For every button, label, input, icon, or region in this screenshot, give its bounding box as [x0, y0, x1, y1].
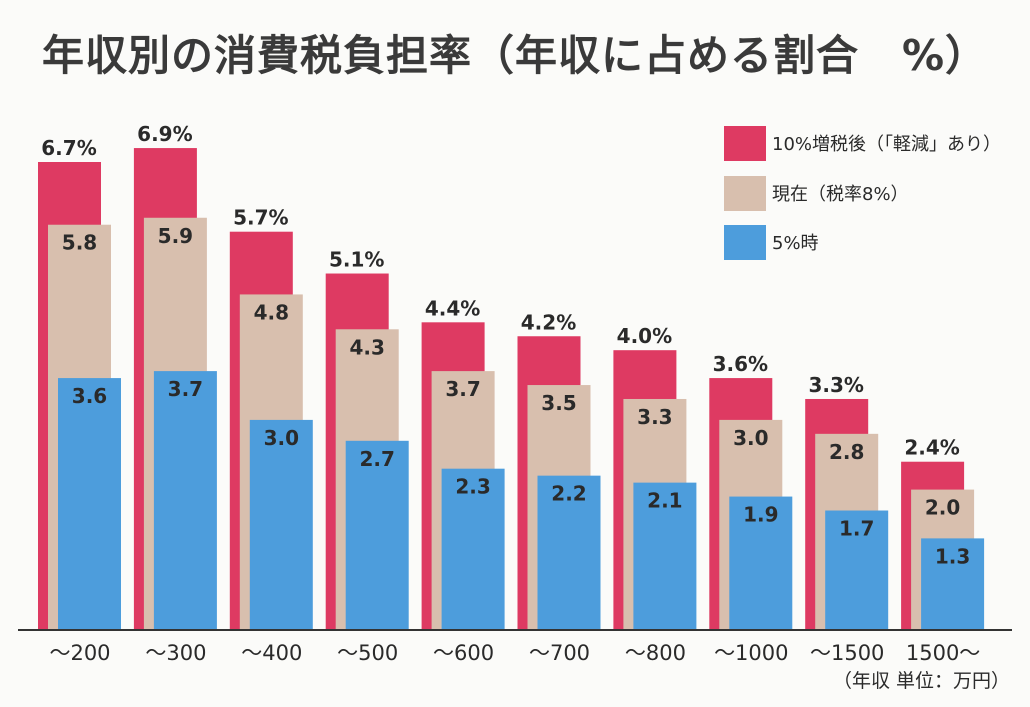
value-label-s0-6: 4.0% [617, 324, 672, 348]
bar-s2-9 [921, 538, 985, 629]
value-label-s1-8: 2.8 [829, 440, 864, 464]
bar-s2-0 [58, 378, 121, 629]
x-tick-label-6: 〜800 [625, 641, 686, 665]
value-label-s1-6: 3.3 [637, 405, 672, 429]
value-label-s0-5: 4.2% [521, 310, 576, 334]
value-label-s2-0: 3.6 [72, 384, 107, 408]
value-label-s0-2: 5.7% [233, 206, 288, 230]
value-label-s0-1: 6.9% [137, 122, 192, 146]
value-label-s0-0: 6.7% [41, 136, 96, 160]
value-label-s2-1: 3.7 [168, 377, 203, 401]
value-label-s2-9: 1.3 [935, 544, 970, 568]
legend: 10%増税後（「軽減」あり） 現在（税率8%） 5%時 [724, 126, 1001, 260]
value-label-s2-7: 1.9 [743, 503, 778, 527]
legend-swatch-1 [724, 176, 766, 211]
value-label-s2-5: 2.2 [551, 482, 586, 506]
value-label-s0-7: 3.6% [713, 352, 768, 376]
value-labels-layer: 6.7% 5.8 3.6 6.9% 5.9 3.7 5.7% 4.8 3.0 5.1% 4.3 2.7… [41, 122, 970, 568]
value-label-s0-9: 2.4% [904, 436, 959, 460]
legend-label-0: 10%増税後（「軽減」あり） [772, 134, 1001, 155]
value-label-s2-8: 1.7 [839, 517, 874, 541]
chart-title: 年収別の消費税負担率（年収に占める割合 %） [41, 31, 989, 80]
x-unit-note: （年収 単位：万円） [833, 670, 1010, 692]
bar-s2-6 [633, 482, 697, 629]
x-tick-label-4: 〜600 [433, 641, 494, 665]
legend-label-2: 5%時 [772, 233, 819, 254]
bars-layer [38, 148, 985, 630]
value-label-s1-3: 4.3 [349, 335, 384, 359]
value-label-s1-9: 2.0 [925, 496, 960, 520]
value-label-s2-4: 2.3 [455, 475, 490, 499]
x-tick-labels: 〜200 〜300 〜400 〜500 〜600 〜700 〜800 〜1000 〜1500 15… [49, 641, 980, 665]
bar-s2-8 [825, 510, 889, 629]
value-label-s2-6: 2.1 [647, 489, 682, 513]
legend-swatch-2 [724, 225, 766, 260]
value-label-s0-4: 4.4% [425, 296, 480, 320]
value-label-s0-3: 5.1% [329, 248, 384, 272]
value-label-s1-1: 5.9 [158, 224, 193, 248]
bar-s2-7 [729, 496, 793, 629]
bar-s2-2 [249, 419, 313, 629]
legend-label-1: 現在（税率8%） [772, 184, 909, 205]
bar-s2-1 [153, 371, 217, 629]
x-tick-label-9: 1500〜 [906, 641, 980, 665]
value-label-s1-5: 3.5 [541, 391, 576, 415]
value-label-s1-2: 4.8 [254, 300, 289, 324]
x-tick-label-0: 〜200 [49, 641, 110, 665]
value-label-s1-4: 3.7 [445, 377, 480, 401]
x-tick-label-5: 〜700 [529, 641, 590, 665]
value-label-s1-7: 3.0 [733, 426, 768, 450]
value-label-s1-0: 5.8 [62, 231, 97, 255]
x-tick-label-7: 〜1000 [714, 641, 788, 665]
value-label-s2-2: 3.0 [264, 426, 299, 450]
bar-s2-3 [345, 440, 409, 629]
value-label-s2-3: 2.7 [359, 447, 394, 471]
legend-swatch-0 [724, 126, 766, 161]
bar-s2-5 [537, 475, 601, 629]
x-tick-label-1: 〜300 [145, 641, 206, 665]
x-tick-label-2: 〜400 [241, 641, 302, 665]
x-tick-label-8: 〜1500 [810, 641, 884, 665]
x-tick-label-3: 〜500 [337, 641, 398, 665]
value-label-s0-8: 3.3% [808, 373, 863, 397]
bar-s2-4 [441, 468, 505, 629]
